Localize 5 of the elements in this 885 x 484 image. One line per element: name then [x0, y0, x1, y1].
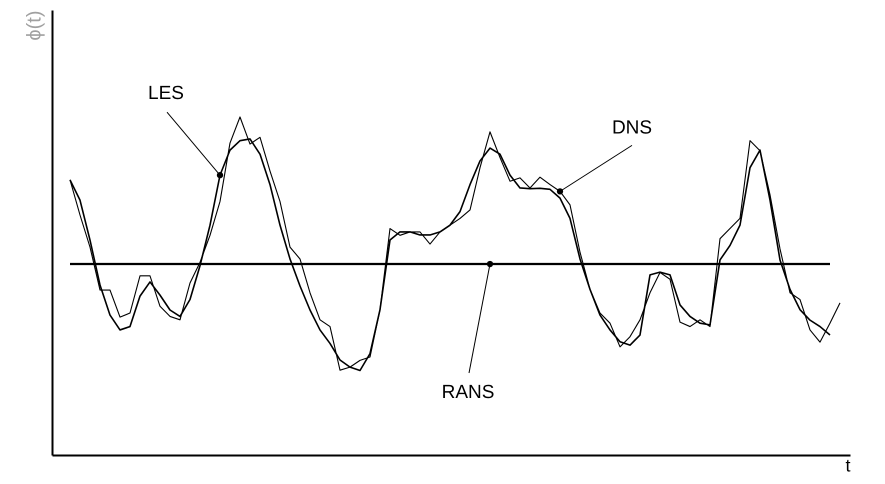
text: DNS — [612, 117, 652, 138]
text: LES — [148, 83, 184, 104]
y-axis-title: ϕ(t) — [24, 10, 46, 41]
x-axis-title: t — [845, 456, 850, 476]
text: RANS — [442, 382, 494, 404]
